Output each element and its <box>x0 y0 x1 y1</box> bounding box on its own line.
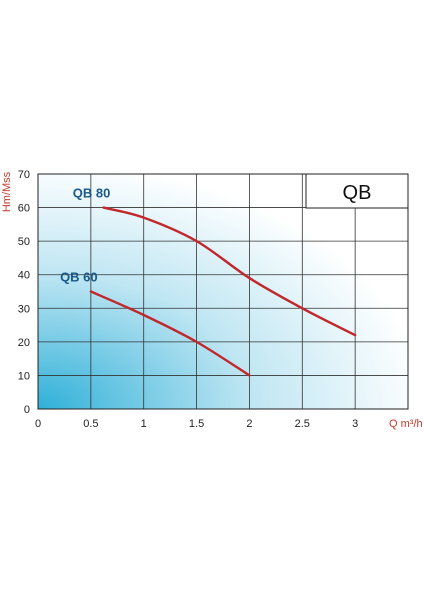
y-tick-labels: 0 10 20 30 40 50 60 70 <box>18 169 30 416</box>
plot-background <box>38 174 408 409</box>
x-tick-label: 3 <box>352 418 358 430</box>
y-tick-label: 50 <box>18 236 30 248</box>
series-lines <box>89 206 357 377</box>
y-tick-label: 0 <box>24 404 30 416</box>
x-tick-label: 1 <box>141 418 147 430</box>
x-axis-label: Q m³/h <box>389 418 423 430</box>
y-tick-label: 40 <box>18 270 30 282</box>
y-tick-label: 70 <box>18 169 30 181</box>
series-line-qb-60 <box>89 290 251 377</box>
model-label: QB <box>343 182 372 204</box>
y-tick-label: 30 <box>18 303 30 315</box>
x-tick-label: 2.5 <box>295 418 310 430</box>
x-tick-label: 0.5 <box>83 418 98 430</box>
x-tick-labels: 0 0.5 1 1.5 2 2.5 3 <box>35 418 358 430</box>
y-axis-label: Hm/Mss <box>1 171 13 212</box>
series-label-qb-80: QB 80 <box>73 186 111 201</box>
y-tick-label: 20 <box>18 337 30 349</box>
grid <box>38 174 408 409</box>
series-line-qb-80 <box>102 206 357 337</box>
y-tick-label: 60 <box>18 203 30 215</box>
series-labels: QB 80 QB 60 <box>60 186 110 285</box>
model-box: QB <box>305 173 409 209</box>
series-label-qb-60: QB 60 <box>60 270 98 285</box>
plot-frame <box>37 173 409 410</box>
x-tick-label: 0 <box>35 418 41 430</box>
x-tick-label: 2 <box>246 418 252 430</box>
y-tick-label: 10 <box>18 370 30 382</box>
x-tick-label: 1.5 <box>189 418 204 430</box>
